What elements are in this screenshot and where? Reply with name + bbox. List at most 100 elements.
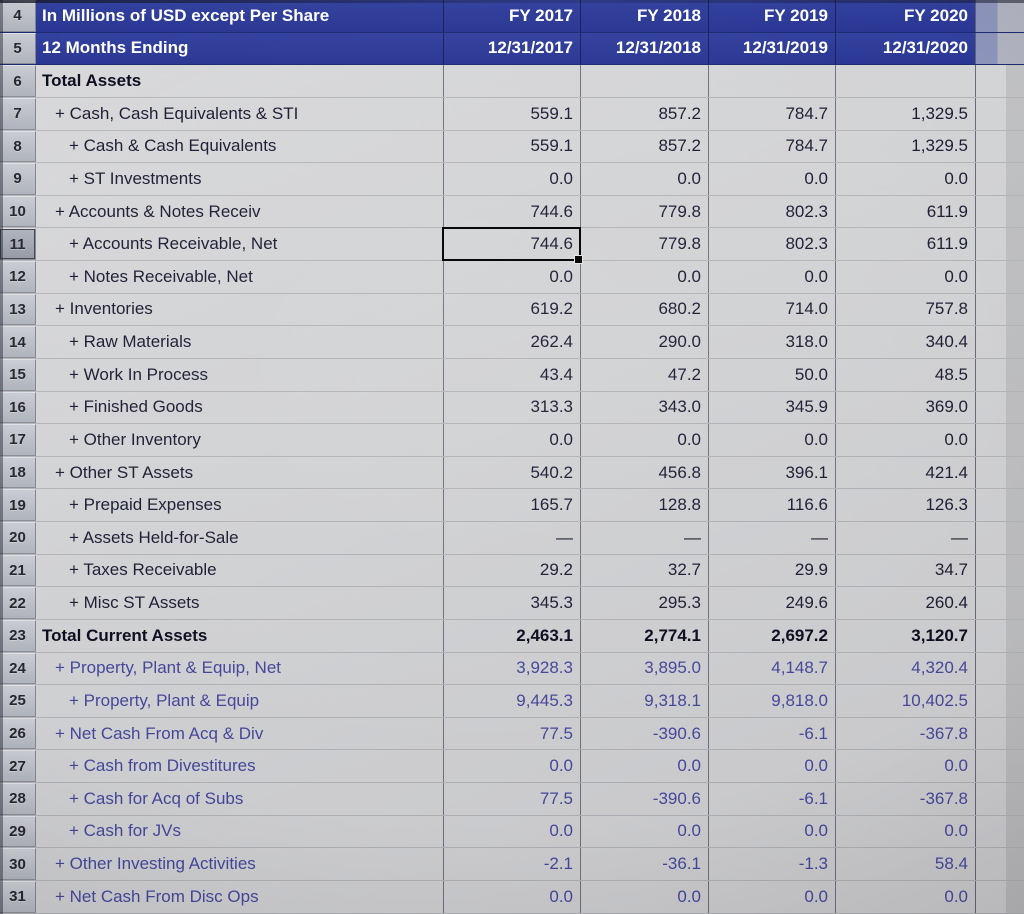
row-number[interactable]: 6 xyxy=(0,65,36,97)
cell-value[interactable]: 611.9 xyxy=(835,228,975,260)
cell-value[interactable]: 0.0 xyxy=(580,261,708,293)
cell-value[interactable]: 0.0 xyxy=(708,880,835,913)
cell-value[interactable]: 116.6 xyxy=(708,489,835,521)
cell-value[interactable]: 0.0 xyxy=(708,815,835,848)
row-label[interactable]: + Other Inventory xyxy=(69,429,201,449)
cell-value[interactable]: 0.0 xyxy=(835,424,975,456)
column-date-fy2017[interactable]: 12/31/2017 xyxy=(443,32,580,65)
cell-value[interactable]: 369.0 xyxy=(835,391,975,424)
row-label[interactable]: Total Current Assets xyxy=(42,625,208,645)
row-number[interactable]: 5 xyxy=(0,32,36,65)
row-label[interactable]: + Net Cash From Acq & Div xyxy=(55,723,264,743)
row-number[interactable]: 19 xyxy=(0,489,36,521)
cell-value[interactable]: 0.0 xyxy=(835,815,975,848)
row-number[interactable]: 16 xyxy=(0,391,36,424)
cell-value[interactable]: 540.2 xyxy=(443,456,580,489)
empty-cell[interactable] xyxy=(975,391,1024,424)
cell-value[interactable]: 50.0 xyxy=(708,358,835,391)
row-number[interactable]: 11 xyxy=(0,228,36,260)
cell-value[interactable]: -390.6 xyxy=(580,717,708,750)
row-number[interactable]: 18 xyxy=(0,456,36,489)
empty-cell[interactable] xyxy=(975,97,1024,130)
cell-value[interactable]: 619.2 xyxy=(443,293,580,326)
row-number[interactable]: 22 xyxy=(0,587,36,619)
row-label[interactable]: + Accounts & Notes Receiv xyxy=(55,201,261,221)
cell-value[interactable]: 0.0 xyxy=(580,880,708,913)
row-number[interactable]: 13 xyxy=(0,293,36,326)
row-number[interactable]: 20 xyxy=(0,522,36,554)
cell-value[interactable]: 128.8 xyxy=(580,489,708,521)
cell-value[interactable]: 249.6 xyxy=(708,587,835,619)
cell-value[interactable]: 2,774.1 xyxy=(580,619,708,652)
row-number[interactable]: 17 xyxy=(0,424,36,456)
cell-value[interactable]: 0.0 xyxy=(835,880,975,913)
row-number[interactable]: 25 xyxy=(0,685,36,717)
empty-cell[interactable] xyxy=(975,326,1024,358)
row-label[interactable]: + Cash for Acq of Subs xyxy=(69,788,244,808)
cell-value[interactable]: 559.1 xyxy=(443,97,580,130)
row-label[interactable]: + Accounts Receivable, Net xyxy=(69,234,278,254)
cell-value[interactable]: 0.0 xyxy=(443,880,580,913)
cell-value[interactable]: 29.2 xyxy=(443,554,580,587)
cell-value[interactable]: 77.5 xyxy=(443,717,580,750)
cell-value[interactable]: 9,445.3 xyxy=(443,685,580,717)
cell-value[interactable]: 802.3 xyxy=(708,228,835,260)
empty-cell[interactable] xyxy=(975,685,1024,717)
cell-value[interactable]: 0.0 xyxy=(708,261,835,293)
row-label[interactable]: + Finished Goods xyxy=(69,397,203,417)
empty-cell[interactable] xyxy=(975,783,1024,815)
cell-value[interactable]: 802.3 xyxy=(708,195,835,228)
column-header-fy2020[interactable]: FY 2020 xyxy=(835,0,975,32)
cell-value[interactable]: 165.7 xyxy=(443,489,580,521)
cell-value[interactable]: — xyxy=(580,522,708,554)
cell-value[interactable]: 0.0 xyxy=(708,163,835,195)
row-number[interactable]: 10 xyxy=(0,195,36,228)
cell-value[interactable]: 43.4 xyxy=(443,358,580,391)
row-number[interactable]: 4 xyxy=(0,0,36,32)
cell-value[interactable]: 784.7 xyxy=(708,130,835,163)
empty-cell[interactable] xyxy=(975,163,1024,195)
row-label[interactable]: + Work In Process xyxy=(69,364,209,384)
cell-value[interactable]: 34.7 xyxy=(835,554,975,587)
row-number[interactable]: 9 xyxy=(0,163,36,195)
cell-value[interactable]: 0.0 xyxy=(708,750,835,782)
cell-value[interactable]: 4,148.7 xyxy=(708,652,835,685)
row-number[interactable]: 7 xyxy=(0,97,36,130)
cell-value[interactable]: 0.0 xyxy=(580,750,708,782)
row-number[interactable]: 12 xyxy=(0,261,36,293)
empty-cell[interactable] xyxy=(975,717,1024,750)
empty-cell[interactable] xyxy=(975,619,1024,652)
row-label[interactable]: + Other Investing Activities xyxy=(55,854,256,874)
cell-value[interactable]: — xyxy=(835,522,975,554)
cell-value[interactable]: 345.9 xyxy=(708,391,835,424)
cell-value[interactable] xyxy=(708,65,835,97)
row-number[interactable]: 29 xyxy=(0,815,36,848)
cell-value[interactable]: 9,318.1 xyxy=(580,685,708,717)
cell-value[interactable]: — xyxy=(443,522,580,554)
cell-value[interactable]: 340.4 xyxy=(835,326,975,358)
cell-value[interactable]: -367.8 xyxy=(835,783,975,815)
cell-value[interactable]: 290.0 xyxy=(580,326,708,358)
cell-value[interactable]: 126.3 xyxy=(835,489,975,521)
row-label[interactable]: + Misc ST Assets xyxy=(69,593,200,613)
row-number[interactable]: 31 xyxy=(0,880,36,913)
cell-value[interactable] xyxy=(835,65,975,97)
row-number[interactable]: 30 xyxy=(0,848,36,880)
column-header-fy2019[interactable]: FY 2019 xyxy=(708,0,835,32)
cell-value[interactable]: 343.0 xyxy=(580,391,708,424)
empty-cell[interactable] xyxy=(975,554,1024,587)
cell-value[interactable]: -6.1 xyxy=(708,717,835,750)
cell-value[interactable]: 10,402.5 xyxy=(835,685,975,717)
cell-value[interactable]: 260.4 xyxy=(835,587,975,619)
cell-value[interactable]: 680.2 xyxy=(580,293,708,326)
cell-value[interactable]: 559.1 xyxy=(443,130,580,163)
cell-value[interactable]: 4,320.4 xyxy=(835,652,975,685)
empty-cell[interactable] xyxy=(975,489,1024,521)
cell-value[interactable]: 0.0 xyxy=(835,163,975,195)
column-date-fy2019[interactable]: 12/31/2019 xyxy=(708,32,835,65)
cell-value[interactable]: 784.7 xyxy=(708,97,835,130)
empty-cell[interactable] xyxy=(975,228,1024,260)
cell-value[interactable]: 714.0 xyxy=(708,293,835,326)
row-label[interactable]: + Notes Receivable, Net xyxy=(69,266,253,286)
row-label[interactable]: + Cash & Cash Equivalents xyxy=(69,136,277,156)
